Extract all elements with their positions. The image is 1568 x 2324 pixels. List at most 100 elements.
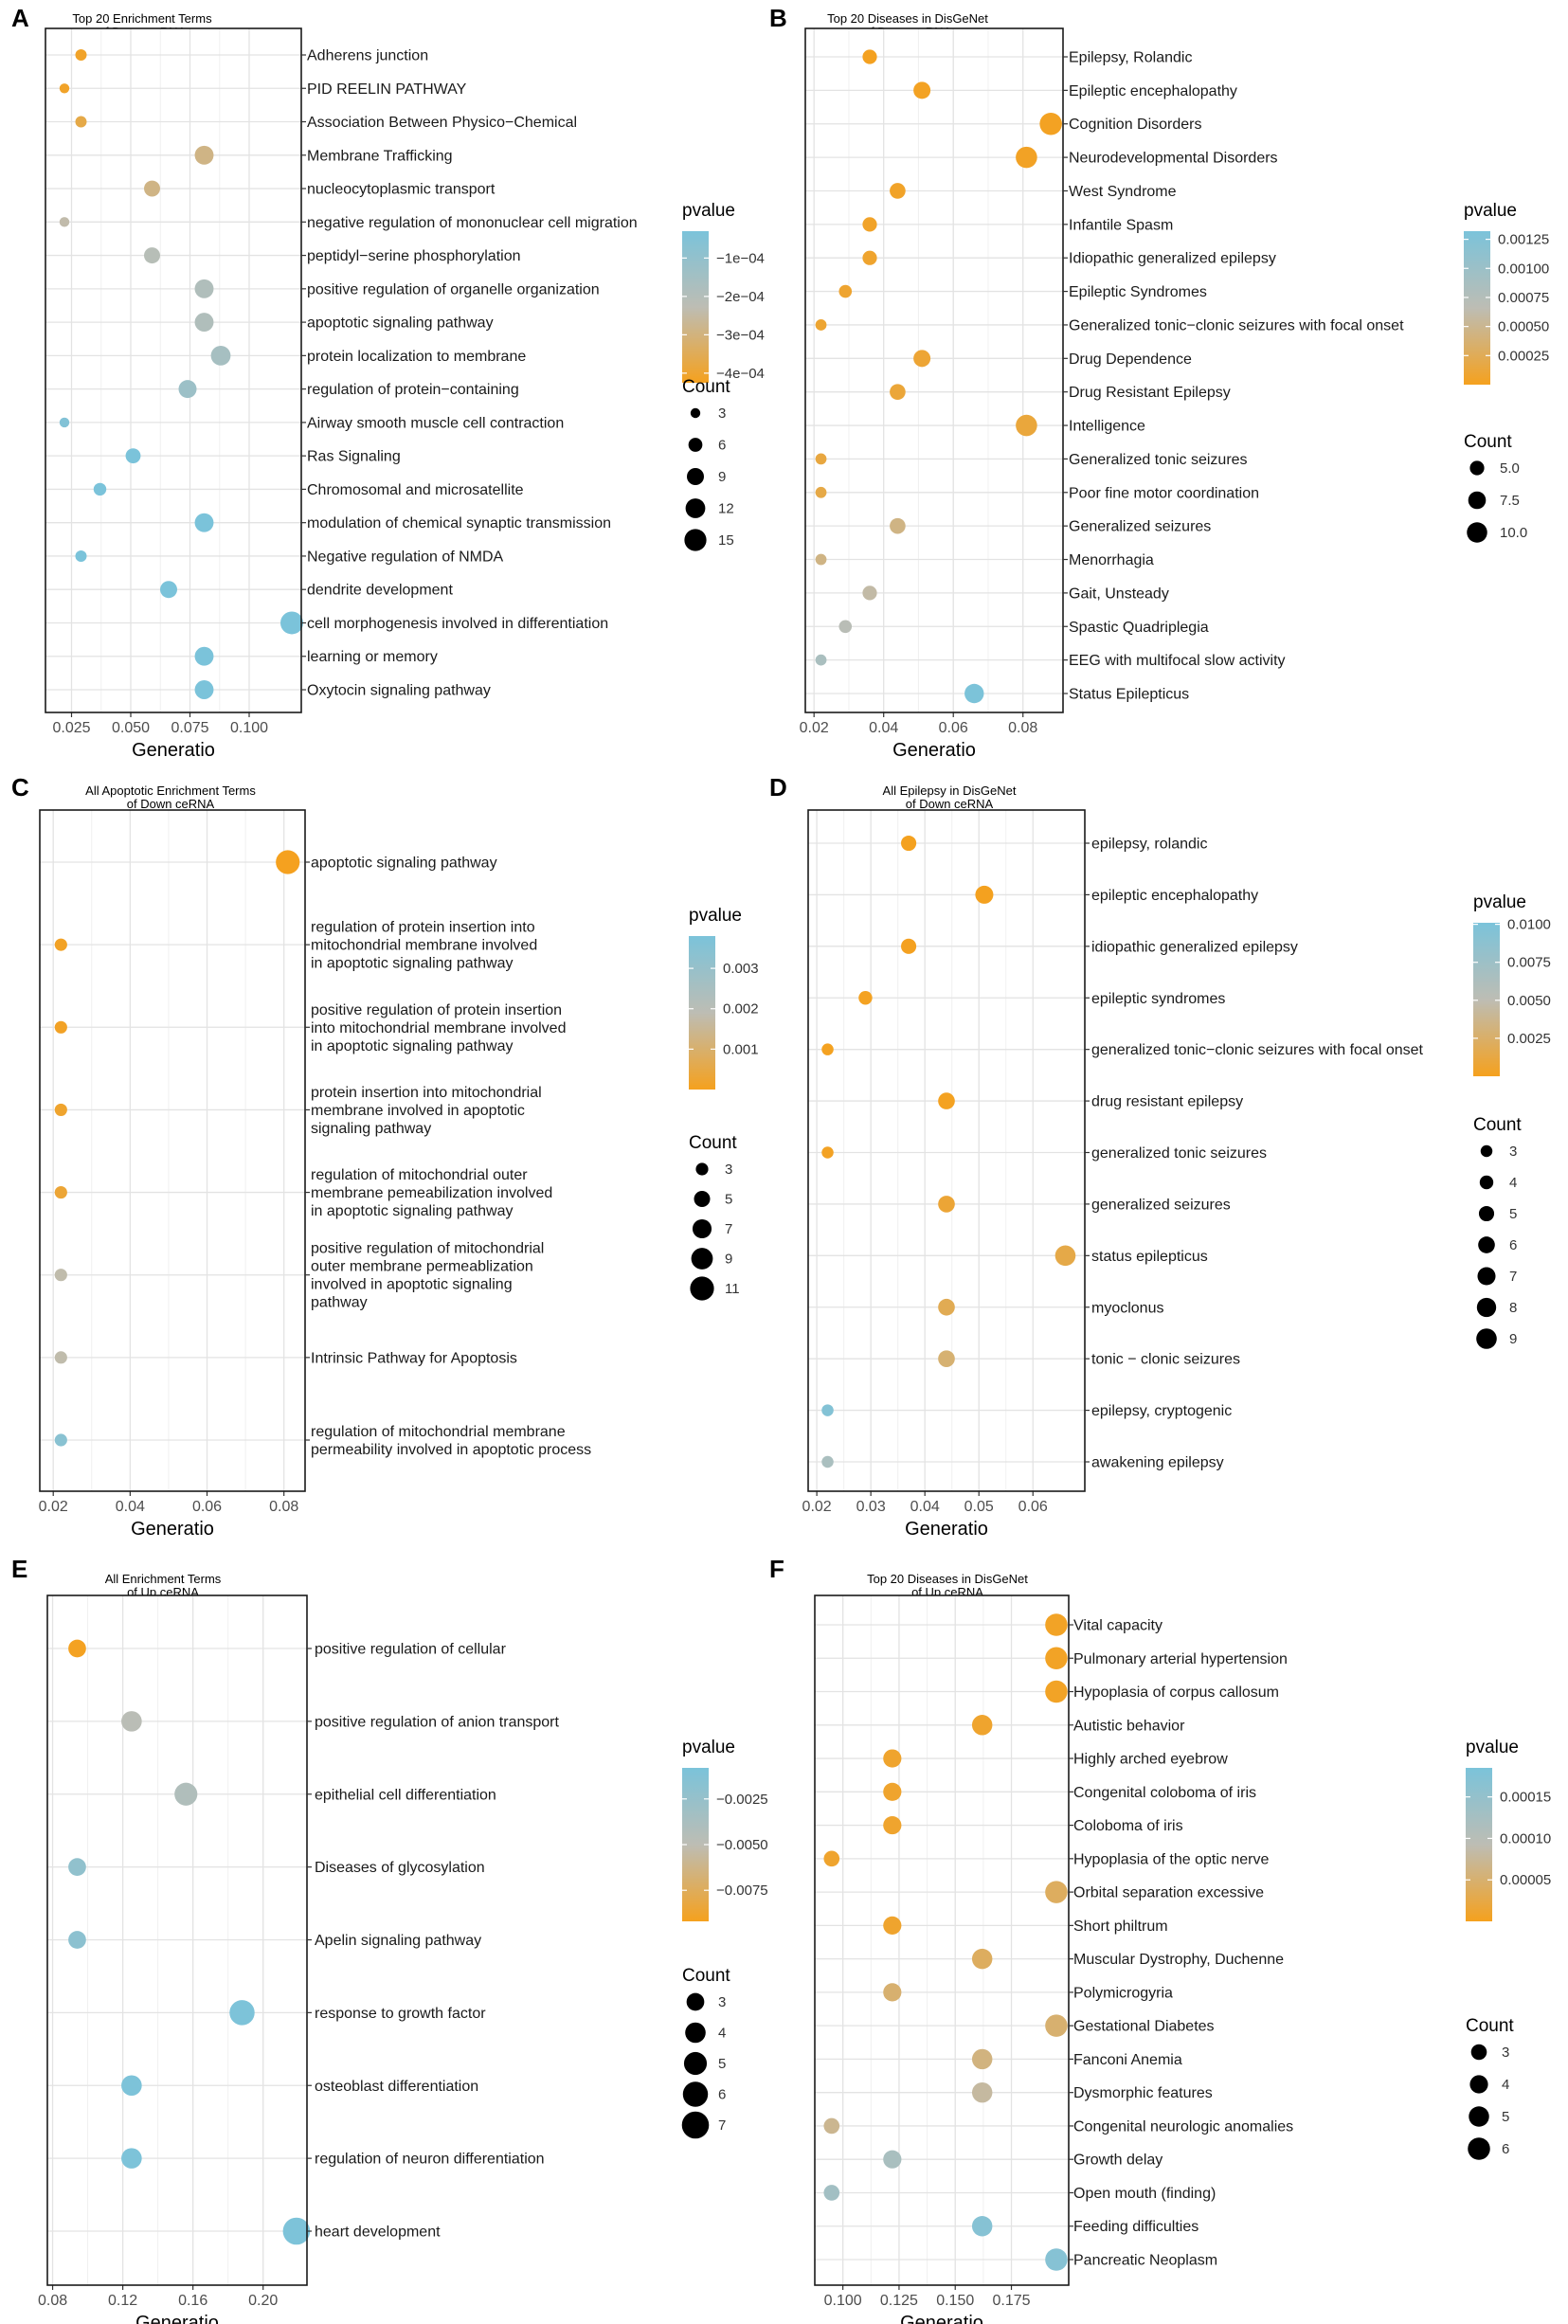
- data-point: [971, 1948, 993, 1970]
- category-label: Status Epilepticus: [1069, 687, 1189, 703]
- category-label: Coloboma of iris: [1073, 1818, 1183, 1834]
- data-point: [821, 1455, 834, 1468]
- data-point: [1045, 2248, 1068, 2271]
- category-label: dendrite development: [307, 583, 453, 599]
- size-legend-dot: [682, 2081, 709, 2107]
- size-legend-dot: [692, 1218, 712, 1239]
- data-point: [975, 885, 994, 904]
- size-legend-label: 12: [718, 501, 734, 517]
- data-point: [54, 1185, 67, 1199]
- size-legend-label: 3: [718, 405, 726, 422]
- size-legend-label: 15: [718, 532, 734, 549]
- size-legend-label: 5: [1509, 1206, 1517, 1222]
- size-legend-label: 4: [1509, 1175, 1517, 1191]
- data-point: [194, 513, 214, 532]
- category-label: Intrinsic Pathway for Apoptosis: [311, 1350, 517, 1366]
- size-legend-dot: [690, 407, 701, 419]
- category-label: positive regulation of anion transport: [315, 1714, 559, 1730]
- category-label: generalized seizures: [1091, 1197, 1231, 1213]
- category-label: Epileptic encephalopathy: [1069, 83, 1237, 99]
- x-tick-label: 0.02: [800, 720, 829, 736]
- data-point: [913, 81, 931, 99]
- data-point: [194, 279, 214, 298]
- data-point: [1016, 414, 1037, 437]
- size-legend-label: 6: [718, 438, 726, 454]
- color-legend-label: 0.00010: [1500, 1830, 1551, 1847]
- data-point: [121, 2075, 142, 2097]
- category-label: Chromosomal and microsatellite: [307, 482, 524, 498]
- category-label: Generalized tonic seizures: [1069, 452, 1248, 468]
- category-label: negative regulation of mononuclear cell …: [307, 215, 638, 231]
- color-legend-title: pvalue: [689, 906, 742, 926]
- chart-title-line-1: Top 20 Enrichment Terms: [72, 11, 212, 26]
- data-point: [1045, 1680, 1068, 1703]
- category-label: generalized tonic seizures: [1091, 1145, 1267, 1162]
- size-legend-label: 3: [718, 1994, 726, 2010]
- category-label: Open mouth (finding): [1073, 2186, 1216, 2202]
- data-point: [75, 49, 87, 61]
- data-point: [862, 250, 877, 265]
- color-legend-label: 0.0100: [1507, 917, 1551, 933]
- size-legend-dot: [687, 468, 704, 485]
- data-point: [280, 611, 303, 635]
- panel-letter-b: B: [769, 4, 787, 32]
- x-tick-label: 0.04: [910, 1499, 940, 1515]
- x-tick-label: 0.050: [112, 720, 150, 736]
- size-legend-label: 5.0: [1500, 460, 1520, 477]
- category-label: Short philtrum: [1073, 1919, 1168, 1935]
- size-legend-dot: [1476, 1297, 1497, 1318]
- category-label: myoclonus: [1091, 1300, 1163, 1316]
- category-label: positive regulation of protein insertion…: [311, 1002, 566, 1054]
- data-point: [54, 1433, 67, 1447]
- size-legend-dot: [695, 1162, 709, 1176]
- data-point: [68, 1858, 86, 1876]
- data-point: [938, 1092, 955, 1109]
- x-tick-label: 0.025: [52, 720, 90, 736]
- size-legend-label: 9: [725, 1252, 732, 1268]
- category-label: Gait, Unsteady: [1069, 586, 1169, 602]
- size-legend-label: 9: [718, 469, 726, 485]
- x-tick-label: 0.175: [992, 2293, 1030, 2309]
- data-point: [1045, 1647, 1068, 1670]
- category-label: nucleocytoplasmic transport: [307, 182, 496, 198]
- chart-title-line-2: of Down ceRNA: [906, 797, 994, 811]
- size-legend-dot: [690, 1276, 714, 1301]
- category-label: Neurodevelopmental Disorders: [1069, 151, 1278, 167]
- category-label: positive regulation of cellular: [315, 1642, 507, 1658]
- category-label: Diseases of glycosylation: [315, 1860, 485, 1876]
- data-point: [1045, 1613, 1068, 1636]
- data-point: [883, 1782, 902, 1801]
- data-point: [194, 646, 214, 666]
- data-point: [938, 1350, 955, 1367]
- category-label: Adherens junction: [307, 48, 428, 64]
- category-label: West Syndrome: [1069, 184, 1177, 200]
- size-legend-dot: [1480, 1144, 1493, 1158]
- category-label: epileptic syndromes: [1091, 991, 1225, 1007]
- size-legend-label: 7: [725, 1221, 732, 1237]
- x-tick-label: 0.08: [1008, 720, 1037, 736]
- color-bar: [682, 231, 709, 383]
- color-bar: [1473, 923, 1500, 1076]
- data-point: [54, 1103, 67, 1117]
- category-label: Dysmorphic features: [1073, 2085, 1213, 2101]
- size-legend-dot: [691, 1248, 713, 1270]
- category-label: epilepsy, cryptogenic: [1091, 1403, 1232, 1419]
- data-point: [178, 380, 197, 399]
- color-legend-label: 0.00015: [1500, 1790, 1551, 1806]
- color-legend-label: −0.0050: [716, 1837, 768, 1853]
- size-legend-dot: [1467, 522, 1487, 543]
- size-legend-title: Count: [682, 377, 730, 397]
- size-legend-dot: [1470, 2044, 1487, 2061]
- x-tick-label: 0.03: [856, 1499, 886, 1515]
- data-point: [815, 553, 827, 566]
- plot-panel-background: [805, 28, 1063, 712]
- size-legend-label: 3: [1509, 1144, 1517, 1160]
- data-point: [229, 2000, 255, 2026]
- x-axis-label: Generatio: [900, 2313, 983, 2324]
- color-legend-label: −3e−04: [716, 327, 765, 343]
- chart-title-line-1: Top 20 Diseases in DisGeNet: [867, 1572, 1028, 1586]
- x-tick-label: 0.06: [1018, 1499, 1048, 1515]
- data-point: [1039, 112, 1062, 135]
- chart-title-line-1: All Epilepsy in DisGeNet: [883, 784, 1017, 798]
